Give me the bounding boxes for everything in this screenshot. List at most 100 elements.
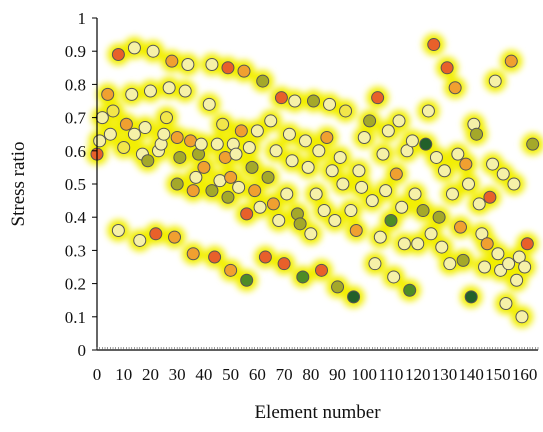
data-point — [309, 187, 323, 201]
x-minor-ticks — [96, 347, 539, 350]
data-point — [470, 127, 484, 141]
data-point — [456, 253, 470, 267]
data-point — [119, 117, 133, 131]
data-point — [518, 260, 532, 274]
y-tick-label: 0 — [78, 341, 87, 360]
data-point — [253, 200, 267, 214]
data-point — [491, 247, 505, 261]
data-point — [234, 124, 248, 138]
data-point — [411, 237, 425, 251]
data-point — [141, 154, 155, 168]
data-point — [127, 41, 141, 55]
y-tick-label: 0.5 — [65, 175, 86, 194]
data-point — [363, 114, 377, 128]
x-tick-label: 50 — [222, 365, 239, 384]
data-point — [333, 150, 347, 164]
data-point — [224, 263, 238, 277]
data-point — [384, 214, 398, 228]
data-point — [111, 223, 125, 237]
data-point — [520, 237, 534, 251]
x-tick-label: 110 — [379, 365, 404, 384]
data-point — [507, 177, 521, 191]
x-tick-label: 20 — [142, 365, 159, 384]
data-point — [408, 187, 422, 201]
data-point — [448, 81, 462, 95]
x-tick-label: 120 — [405, 365, 431, 384]
data-point — [381, 124, 395, 138]
axes-layer: 0 0.1 0.2 0.3 0.4 0.5 0.6 0.7 0.8 0.9 1 0 10 20 30 40 5… — [65, 9, 539, 384]
data-point — [355, 180, 369, 194]
x-tick-label: 0 — [93, 365, 102, 384]
x-tick-label: 40 — [195, 365, 212, 384]
data-point — [117, 140, 131, 154]
data-point — [138, 121, 152, 135]
data-point — [421, 104, 435, 118]
y-tick-label: 0.9 — [65, 42, 86, 61]
data-point — [186, 184, 200, 198]
data-point — [480, 237, 494, 251]
data-point — [440, 61, 454, 75]
data-point — [453, 220, 467, 234]
data-point — [437, 164, 451, 178]
data-point — [298, 134, 312, 148]
y-tick-label: 0.2 — [65, 275, 86, 294]
data-point — [371, 91, 385, 105]
data-point — [502, 257, 516, 271]
data-point — [224, 170, 238, 184]
data-point — [379, 184, 393, 198]
data-point — [315, 263, 329, 277]
data-point — [459, 157, 473, 171]
data-point — [170, 131, 184, 145]
data-point — [349, 223, 363, 237]
data-point — [277, 257, 291, 271]
data-point — [101, 87, 115, 101]
data-point — [400, 144, 414, 158]
data-point — [416, 204, 430, 218]
data-point — [526, 137, 540, 151]
data-point — [293, 217, 307, 231]
data-point — [216, 117, 230, 131]
data-point — [301, 160, 315, 174]
x-tick-label: 30 — [169, 365, 186, 384]
data-point — [184, 134, 198, 148]
data-point — [429, 150, 443, 164]
data-point — [486, 157, 500, 171]
data-point — [419, 137, 433, 151]
y-tick-label: 1 — [78, 9, 87, 28]
data-point — [269, 144, 283, 158]
data-point — [304, 227, 318, 241]
data-point — [475, 227, 489, 241]
data-point — [261, 170, 275, 184]
data-point — [389, 167, 403, 181]
data-point — [451, 147, 465, 161]
data-point — [237, 64, 251, 78]
data-point — [515, 310, 529, 324]
data-point — [258, 250, 272, 264]
data-point — [443, 257, 457, 271]
data-point — [427, 38, 441, 52]
data-point — [464, 290, 478, 304]
data-point — [328, 214, 342, 228]
data-point — [111, 48, 125, 62]
data-point — [357, 131, 371, 145]
x-tick-label: 100 — [352, 365, 378, 384]
x-ticks: 0 10 20 30 40 50 60 70 80 90 100 110 120 130 140 150 160 — [93, 365, 538, 384]
data-point — [242, 140, 256, 154]
data-point — [496, 167, 510, 181]
data-point — [232, 180, 246, 194]
data-point — [221, 190, 235, 204]
data-point — [103, 127, 117, 141]
y-tick-label: 0.6 — [65, 142, 86, 161]
x-tick-label: 80 — [302, 365, 319, 384]
x-tick-label: 140 — [458, 365, 484, 384]
x-tick-label: 160 — [512, 365, 538, 384]
data-point — [170, 177, 184, 191]
data-point — [510, 273, 524, 287]
data-point — [168, 230, 182, 244]
x-tick-label: 150 — [485, 365, 511, 384]
data-point — [392, 114, 406, 128]
data-point — [186, 247, 200, 261]
data-point — [317, 204, 331, 218]
data-point — [256, 74, 270, 88]
